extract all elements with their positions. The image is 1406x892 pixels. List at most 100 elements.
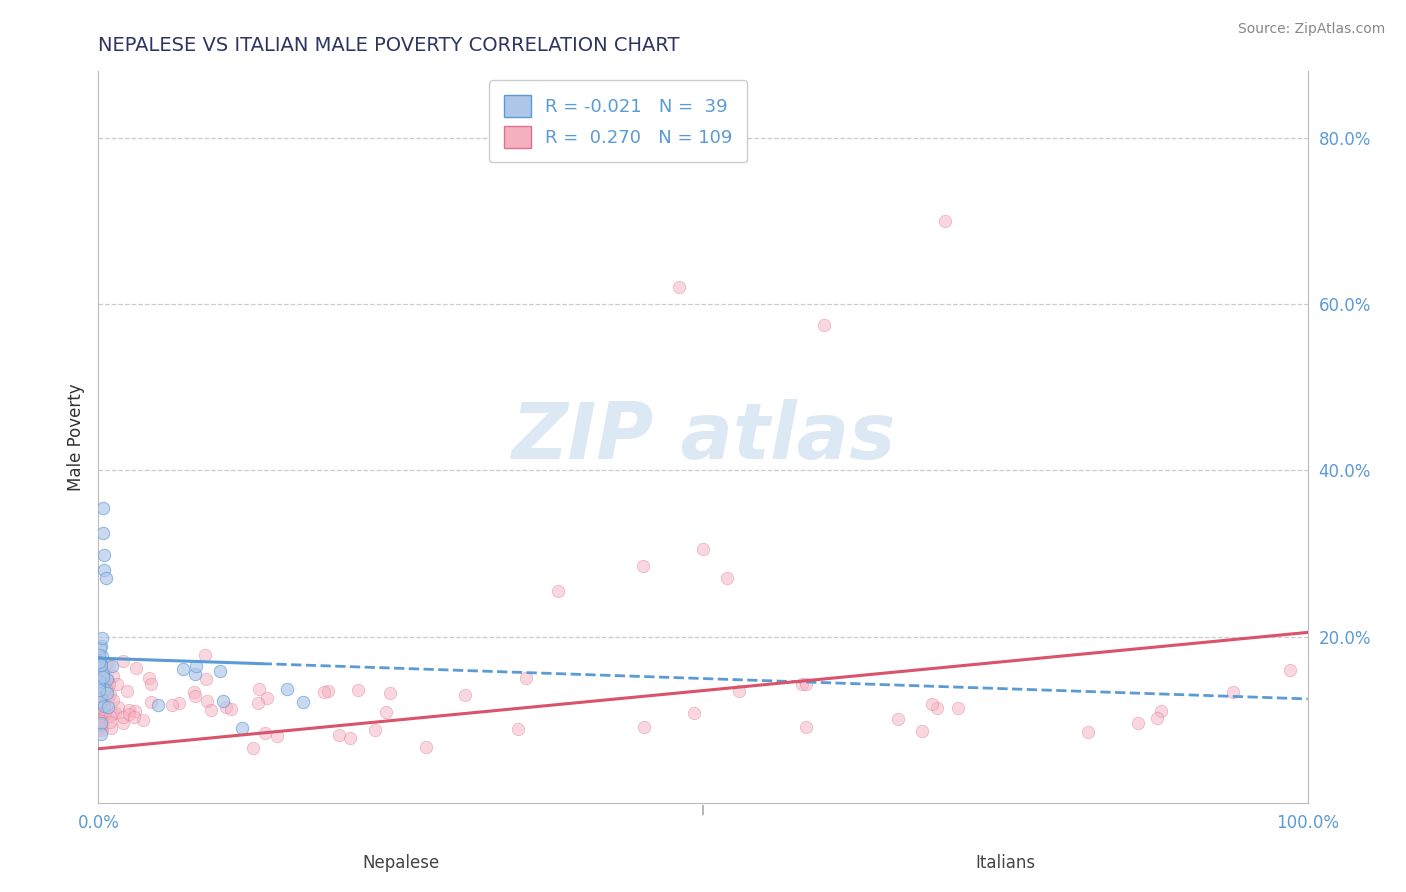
Point — [93, 674, 115, 689]
Point — [98, 657, 121, 672]
Point — [728, 684, 751, 698]
Point — [87, 685, 110, 699]
Point — [631, 558, 654, 573]
Point — [125, 661, 148, 675]
Point — [89, 676, 111, 690]
Point — [87, 700, 110, 714]
Point — [87, 651, 110, 665]
Point — [111, 709, 134, 723]
Point — [89, 673, 111, 688]
Point — [101, 669, 124, 683]
Point — [90, 697, 112, 711]
Point — [91, 670, 114, 684]
Point — [117, 707, 139, 722]
Point — [100, 721, 122, 735]
Point — [794, 720, 817, 734]
Point — [948, 701, 970, 715]
Point — [124, 704, 146, 718]
Point — [91, 525, 114, 540]
Point — [146, 698, 169, 712]
Point — [90, 667, 112, 681]
Point — [101, 658, 124, 673]
Point — [90, 689, 112, 703]
Point — [716, 571, 738, 585]
Point — [101, 693, 124, 707]
Point — [91, 698, 114, 712]
Point — [111, 654, 134, 668]
Point — [91, 632, 114, 646]
Point — [90, 718, 112, 732]
Point — [378, 686, 401, 700]
Point — [247, 681, 270, 696]
Point — [97, 674, 120, 689]
Point — [107, 699, 129, 714]
Point — [111, 716, 134, 731]
Point — [91, 705, 114, 719]
Point — [184, 689, 207, 703]
Point — [87, 655, 110, 669]
Point — [364, 723, 387, 738]
Point — [90, 686, 112, 700]
Point — [547, 583, 569, 598]
Point — [921, 697, 943, 711]
Text: NEPALESE VS ITALIAN MALE POVERTY CORRELATION CHART: NEPALESE VS ITALIAN MALE POVERTY CORRELA… — [98, 36, 681, 54]
Point — [105, 677, 128, 691]
Point — [184, 659, 207, 673]
Point — [316, 684, 339, 698]
Point — [209, 664, 232, 678]
Point — [87, 684, 110, 698]
Point — [89, 694, 111, 708]
Point — [90, 658, 112, 673]
Point — [91, 665, 114, 680]
Point — [98, 688, 121, 702]
Point — [117, 703, 139, 717]
Point — [132, 713, 155, 727]
Point — [87, 682, 110, 697]
Point — [515, 671, 537, 685]
Point — [934, 214, 956, 228]
Point — [200, 703, 222, 717]
Point — [87, 677, 110, 691]
Point — [100, 708, 122, 723]
Text: ZIP atlas: ZIP atlas — [510, 399, 896, 475]
Point — [328, 728, 350, 742]
Point — [212, 694, 235, 708]
Point — [90, 666, 112, 681]
Point — [242, 741, 264, 756]
Point — [94, 707, 117, 722]
Point — [91, 710, 114, 724]
Point — [195, 693, 218, 707]
Point — [183, 685, 205, 699]
Point — [813, 318, 835, 332]
Point — [183, 667, 205, 681]
Point — [911, 724, 934, 739]
Point — [122, 709, 145, 723]
Point — [96, 672, 118, 686]
Point — [93, 563, 115, 577]
Point — [104, 706, 127, 720]
Point — [794, 677, 817, 691]
Point — [87, 658, 110, 673]
Point — [138, 672, 160, 686]
Point — [94, 571, 117, 585]
Point — [692, 542, 714, 557]
Point — [668, 280, 690, 294]
Point — [97, 677, 120, 691]
Point — [925, 700, 948, 714]
Point — [89, 695, 111, 709]
Point — [90, 714, 112, 728]
Point — [214, 700, 236, 714]
Point — [254, 725, 277, 739]
Point — [292, 695, 315, 709]
Point — [115, 684, 138, 698]
Point — [247, 696, 270, 710]
Point — [162, 698, 184, 713]
Point — [682, 706, 704, 720]
Point — [167, 696, 190, 710]
Text: Source: ZipAtlas.com: Source: ZipAtlas.com — [1237, 22, 1385, 37]
Point — [276, 681, 298, 696]
Point — [96, 683, 118, 698]
Point — [139, 677, 162, 691]
Point — [91, 681, 114, 696]
Point — [887, 712, 910, 726]
